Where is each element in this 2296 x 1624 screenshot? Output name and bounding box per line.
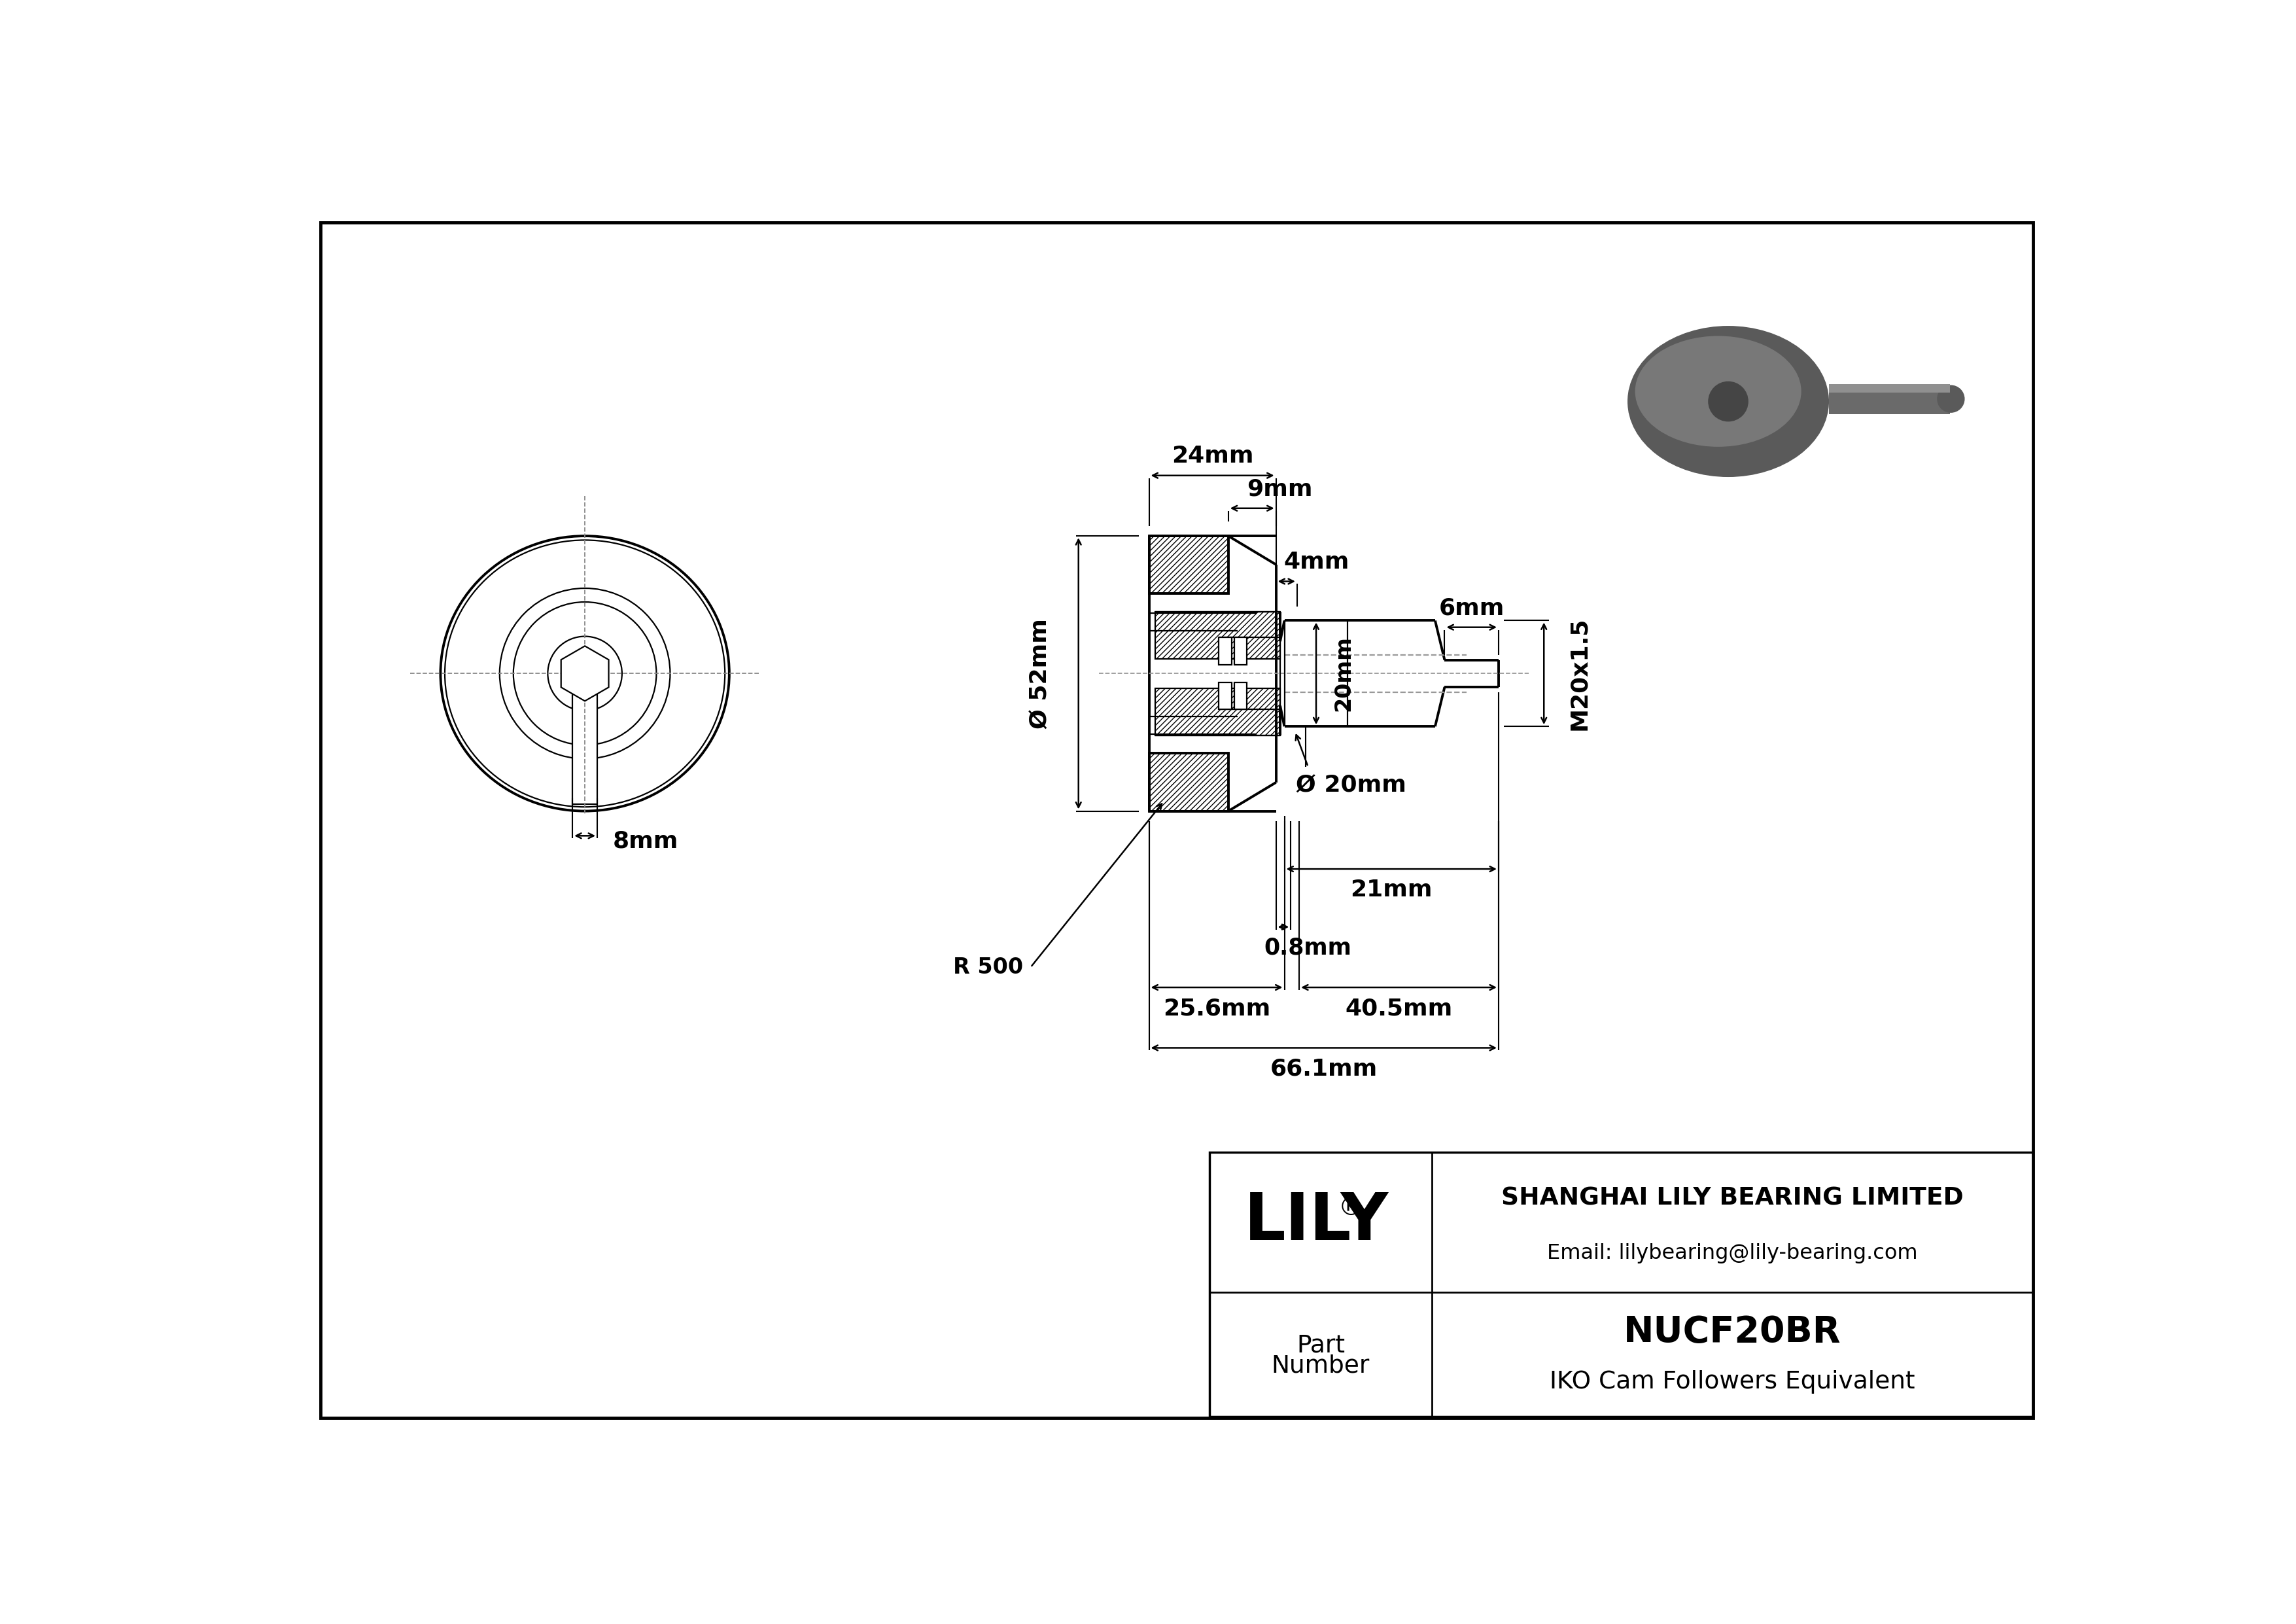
Text: R 500: R 500 [953,957,1024,978]
Text: IKO Cam Followers Equivalent: IKO Cam Followers Equivalent [1550,1371,1915,1393]
Ellipse shape [1628,326,1830,477]
Bar [1148,754,1228,810]
Bar [1233,638,1247,664]
Text: 40.5mm: 40.5mm [1345,997,1453,1020]
Text: 66.1mm: 66.1mm [1270,1057,1378,1080]
Ellipse shape [441,536,730,810]
Bar [1830,383,1949,414]
Bar [1219,682,1231,710]
Ellipse shape [1708,382,1747,422]
Text: 24mm: 24mm [1171,445,1254,468]
Text: 6mm: 6mm [1440,598,1504,619]
Text: 8mm: 8mm [613,830,677,853]
Text: Ø 20mm: Ø 20mm [1295,775,1405,797]
Bar [1830,383,1949,393]
Bar [1155,689,1281,736]
Polygon shape [560,646,608,702]
Text: Part: Part [1297,1333,1345,1358]
Text: SHANGHAI LILY BEARING LIMITED: SHANGHAI LILY BEARING LIMITED [1502,1187,1963,1210]
Text: 20mm: 20mm [1334,635,1355,711]
Bar [572,687,597,804]
Bar [1148,536,1228,594]
Bar [1233,682,1247,710]
Text: LILY: LILY [1244,1190,1389,1254]
Text: 4mm: 4mm [1283,551,1350,573]
Text: 25.6mm: 25.6mm [1164,997,1270,1020]
Bar [1219,638,1231,664]
Text: 21mm: 21mm [1350,879,1433,901]
Text: ®: ® [1339,1195,1364,1221]
Text: NUCF20BR: NUCF20BR [1623,1314,1841,1350]
Ellipse shape [1635,336,1802,447]
Text: Ø 52mm: Ø 52mm [1029,619,1052,729]
Text: Number: Number [1272,1354,1371,1377]
Bar [1210,1151,2032,1416]
Text: 9mm: 9mm [1247,477,1313,500]
Ellipse shape [1938,385,1965,412]
Bar [1155,612,1281,659]
Text: 0.8mm: 0.8mm [1263,937,1352,960]
Text: M20x1.5: M20x1.5 [1568,617,1591,731]
Text: Email: lilybearing@lily-bearing.com: Email: lilybearing@lily-bearing.com [1548,1242,1917,1263]
